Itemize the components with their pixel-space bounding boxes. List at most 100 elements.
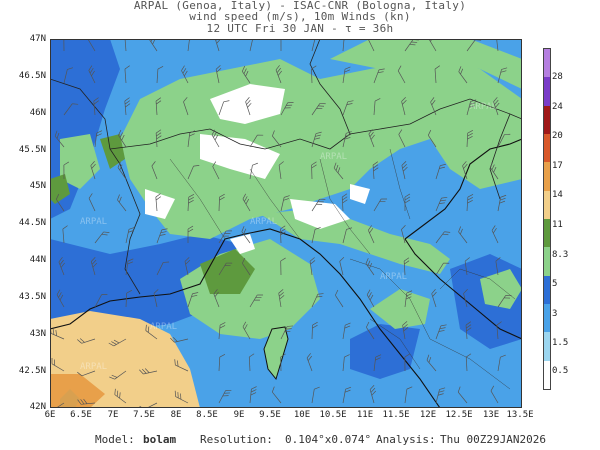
wind-barb	[311, 227, 321, 244]
wind-barb	[211, 129, 220, 148]
wind-barb	[401, 97, 407, 116]
wind-barb	[398, 129, 406, 148]
wind-barb	[125, 227, 135, 244]
wind-barb	[218, 193, 225, 212]
lon-label: 13E	[482, 410, 500, 420]
wind-barb	[435, 262, 450, 276]
wind-barb	[275, 65, 283, 84]
wind-barb	[54, 130, 65, 148]
wind-barb	[218, 230, 232, 244]
colorbar-label: 1.5	[552, 338, 569, 348]
wind-barb	[435, 231, 451, 244]
wind-barbs	[46, 33, 512, 411]
colorbar-swatch	[544, 162, 550, 191]
wind-barb	[403, 257, 410, 276]
colorbar-swatch	[544, 275, 550, 304]
colorbar	[543, 48, 551, 390]
wind-barb	[463, 289, 468, 308]
wind-barb	[153, 289, 159, 308]
model-label: Model:	[95, 433, 135, 446]
wind-barb	[124, 65, 130, 84]
colorbar-label: 14	[552, 190, 563, 200]
wind-barb	[241, 65, 251, 84]
wind-barb	[373, 198, 388, 212]
lon-label: 8E	[170, 410, 182, 420]
wind-barb	[187, 225, 194, 244]
wind-barb	[156, 228, 168, 244]
wind-barb	[139, 368, 158, 375]
wind-barb	[124, 97, 131, 116]
wind-barb	[497, 67, 508, 84]
wind-barb	[497, 354, 506, 372]
wind-barb	[435, 163, 446, 180]
wind-barb	[373, 354, 382, 372]
wind-barb	[280, 257, 286, 276]
wind-barb	[404, 386, 413, 404]
wind-barb	[249, 134, 264, 148]
wind-barb	[311, 161, 317, 180]
colorbar-swatch	[544, 49, 550, 78]
wind-barb	[309, 257, 316, 276]
colorbar-label: 11	[552, 220, 563, 230]
wind-barb	[404, 290, 413, 308]
corsica-island	[263, 326, 289, 381]
wind-barb	[278, 289, 285, 308]
wind-barb	[496, 321, 502, 340]
lon-label: 9.5E	[259, 410, 281, 420]
watermark-text: ARPAL	[80, 217, 107, 227]
lat-label: 42.5N	[18, 366, 46, 376]
wind-barb	[339, 257, 345, 276]
wind-map: ARPAL ARPAL ARPAL ARPAL ARPAL ARPAL ARPA…	[46, 33, 523, 411]
wind-barb	[94, 294, 108, 308]
lat-label: 46.5N	[18, 71, 46, 81]
wind-barb	[435, 196, 448, 212]
lon-label: 11E	[356, 410, 374, 420]
resolution-label: Resolution:	[200, 433, 273, 446]
colorbar-label: 20	[552, 131, 563, 141]
lon-label: 6E	[44, 410, 56, 420]
wind-barb	[242, 321, 251, 340]
wind-barb	[333, 162, 344, 180]
colorbar-swatch	[544, 190, 550, 219]
colorbar-swatch	[544, 105, 550, 134]
wind-barb	[108, 338, 127, 347]
wind-barb	[184, 257, 191, 276]
colorbar-label: 0.5	[552, 366, 569, 376]
wind-barb	[272, 130, 282, 148]
lon-label: 11.5E	[382, 410, 410, 420]
wind-barb	[404, 353, 410, 372]
wind-barb	[280, 325, 293, 340]
wind-barb	[63, 67, 74, 84]
wind-barb	[242, 193, 251, 212]
wind-barb	[435, 387, 446, 404]
colorbar-label: 24	[552, 102, 563, 112]
colorbar-swatch	[544, 77, 550, 106]
wind-barb	[280, 225, 286, 244]
wind-barb	[187, 165, 200, 180]
watermark-text: ARPAL	[320, 152, 347, 162]
wind-barb	[55, 193, 65, 212]
wind-barb	[174, 359, 189, 372]
wind-barb	[311, 103, 326, 116]
lon-label: 12E	[419, 410, 437, 420]
wind-barb	[187, 130, 196, 148]
wind-barb	[306, 353, 313, 372]
wind-barb	[373, 98, 381, 116]
wind-barb	[90, 257, 98, 276]
colorbar-label: 3	[552, 309, 558, 319]
watermark-text: ARPAL	[380, 272, 407, 282]
wind-barb	[490, 385, 499, 404]
wind-barb	[114, 388, 127, 404]
wind-barb	[368, 129, 375, 148]
wind-barb	[497, 194, 507, 212]
wind-barb	[434, 65, 441, 84]
wind-barb	[63, 103, 79, 116]
wind-barb	[311, 131, 322, 148]
wind-barb	[466, 194, 474, 212]
wind-barb	[466, 99, 477, 116]
wind-barb	[280, 353, 286, 372]
lon-label: 7E	[107, 410, 119, 420]
wind-barb	[465, 321, 472, 340]
lon-label: 12.5E	[445, 410, 473, 420]
wind-barb	[118, 129, 127, 148]
